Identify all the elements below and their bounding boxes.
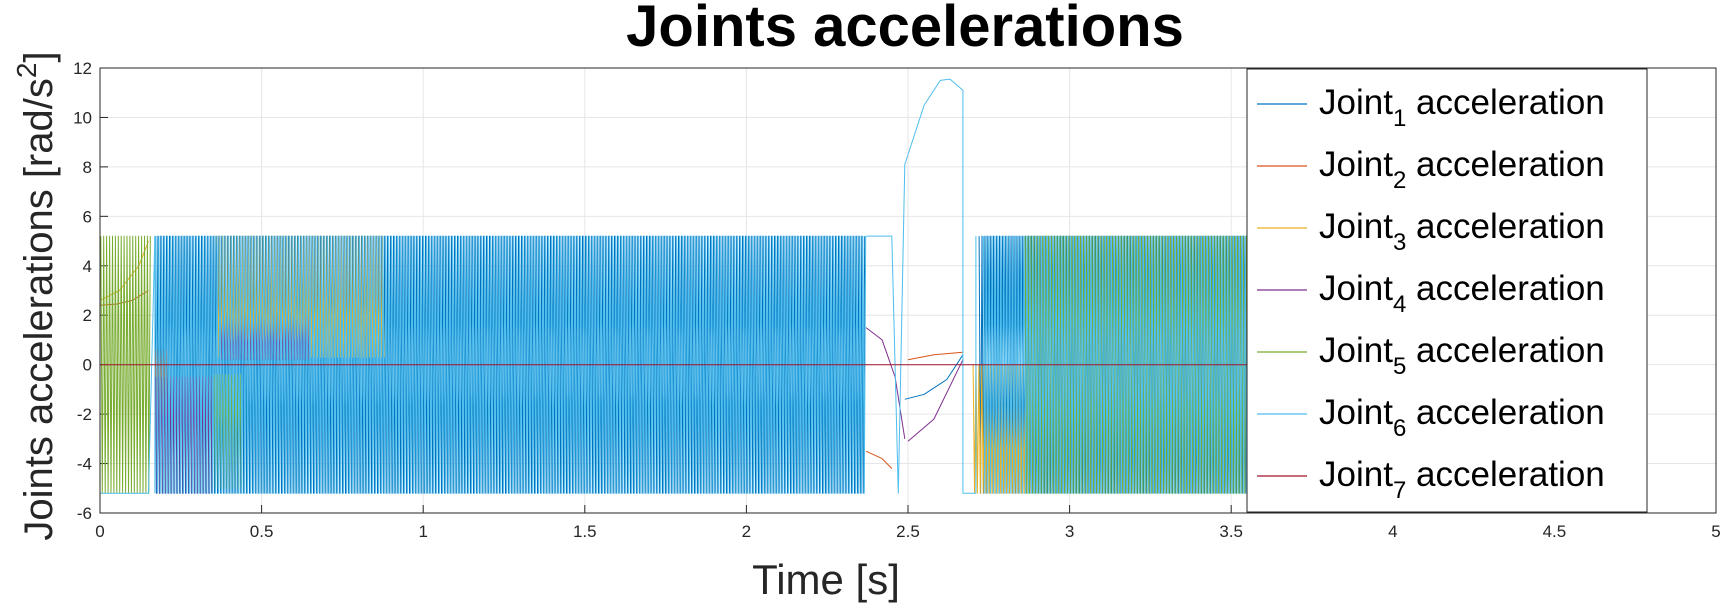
x-tick-label: 4 [1388, 522, 1397, 541]
series-joint-4-segment [907, 359, 964, 442]
y-tick-label: -6 [77, 504, 92, 523]
x-tick-label: 2 [742, 522, 751, 541]
x-tick-label: 3 [1065, 522, 1074, 541]
series-joint-6-segment [155, 235, 867, 494]
legend-item-joint-1: Joint1 acceleration [1257, 83, 1605, 132]
series-joint-4-segment [865, 327, 906, 439]
series-joint-6-segment [866, 78, 977, 494]
legend-item-joint-6: Joint6 acceleration [1257, 393, 1605, 442]
axis-ticks: 0 0.5 1 1.5 2 2.5 3 3.5 4 4.5 5 -6 -4 -2 0 2 4 6 8 10 12 [73, 59, 1721, 541]
chart-title: Joints accelerations [626, 0, 1184, 59]
x-tick-label: 2.5 [896, 522, 920, 541]
y-tick-label: 0 [83, 356, 92, 375]
svg-text:Joints accelerations [rad/s2]: Joints accelerations [rad/s2] [11, 51, 61, 540]
legend-box [1246, 68, 1648, 513]
series-joint-2-segment [907, 351, 963, 361]
legend-label: Joint5 acceleration [1319, 331, 1605, 380]
x-tick-label: 1 [418, 522, 427, 541]
y-axis-label: Joints accelerations [rad/s2] [11, 51, 61, 540]
y-tick-label: -4 [77, 455, 92, 474]
x-tick-label: 4.5 [1543, 522, 1567, 541]
legend-item-joint-3: Joint3 acceleration [1257, 207, 1605, 256]
series-joint-2-segment [865, 450, 893, 469]
legend-item-joint-4: Joint4 acceleration [1257, 269, 1605, 318]
x-axis-label: Time [s] [752, 556, 900, 603]
legend-item-joint-2: Joint2 acceleration [1257, 145, 1605, 194]
y-axis-label-main: Joints accelerations [rad/s [17, 78, 61, 540]
y-tick-label: 2 [83, 306, 92, 325]
x-tick-label: 0.5 [250, 522, 274, 541]
x-tick-label: 1.5 [573, 522, 597, 541]
legend-label: Joint7 acceleration [1319, 455, 1605, 504]
y-tick-label: 10 [73, 108, 92, 127]
series-joint-6 [100, 78, 1258, 494]
legend-label: Joint3 acceleration [1319, 207, 1605, 256]
legend-label: Joint4 acceleration [1319, 269, 1605, 318]
legend-item-joint-7: Joint7 acceleration [1257, 455, 1605, 504]
legend-item-joint-5: Joint5 acceleration [1257, 331, 1605, 380]
y-tick-label: 6 [83, 207, 92, 226]
plot-area-frame [99, 67, 1717, 514]
y-tick-label: 12 [73, 59, 92, 78]
series-joint-1-segment [904, 354, 964, 400]
legend-label: Joint2 acceleration [1319, 145, 1605, 194]
y-tick-label: 4 [83, 257, 92, 276]
x-tick-label: 3.5 [1219, 522, 1243, 541]
y-tick-label: 8 [83, 158, 92, 177]
y-tick-label: -2 [77, 405, 92, 424]
series-lines [99, 78, 1258, 494]
x-tick-label: 5 [1711, 522, 1720, 541]
legend: Joint1 acceleration Joint2 acceleration Jo… [1246, 68, 1648, 513]
legend-label: Joint1 acceleration [1319, 83, 1605, 132]
series-joint-6-segment [982, 235, 1258, 494]
legend-label: Joint6 acceleration [1319, 393, 1605, 442]
y-axis-label-end: ] [17, 51, 61, 62]
y-axis-label-sup: 2 [11, 63, 42, 79]
x-tick-label: 0 [95, 522, 104, 541]
